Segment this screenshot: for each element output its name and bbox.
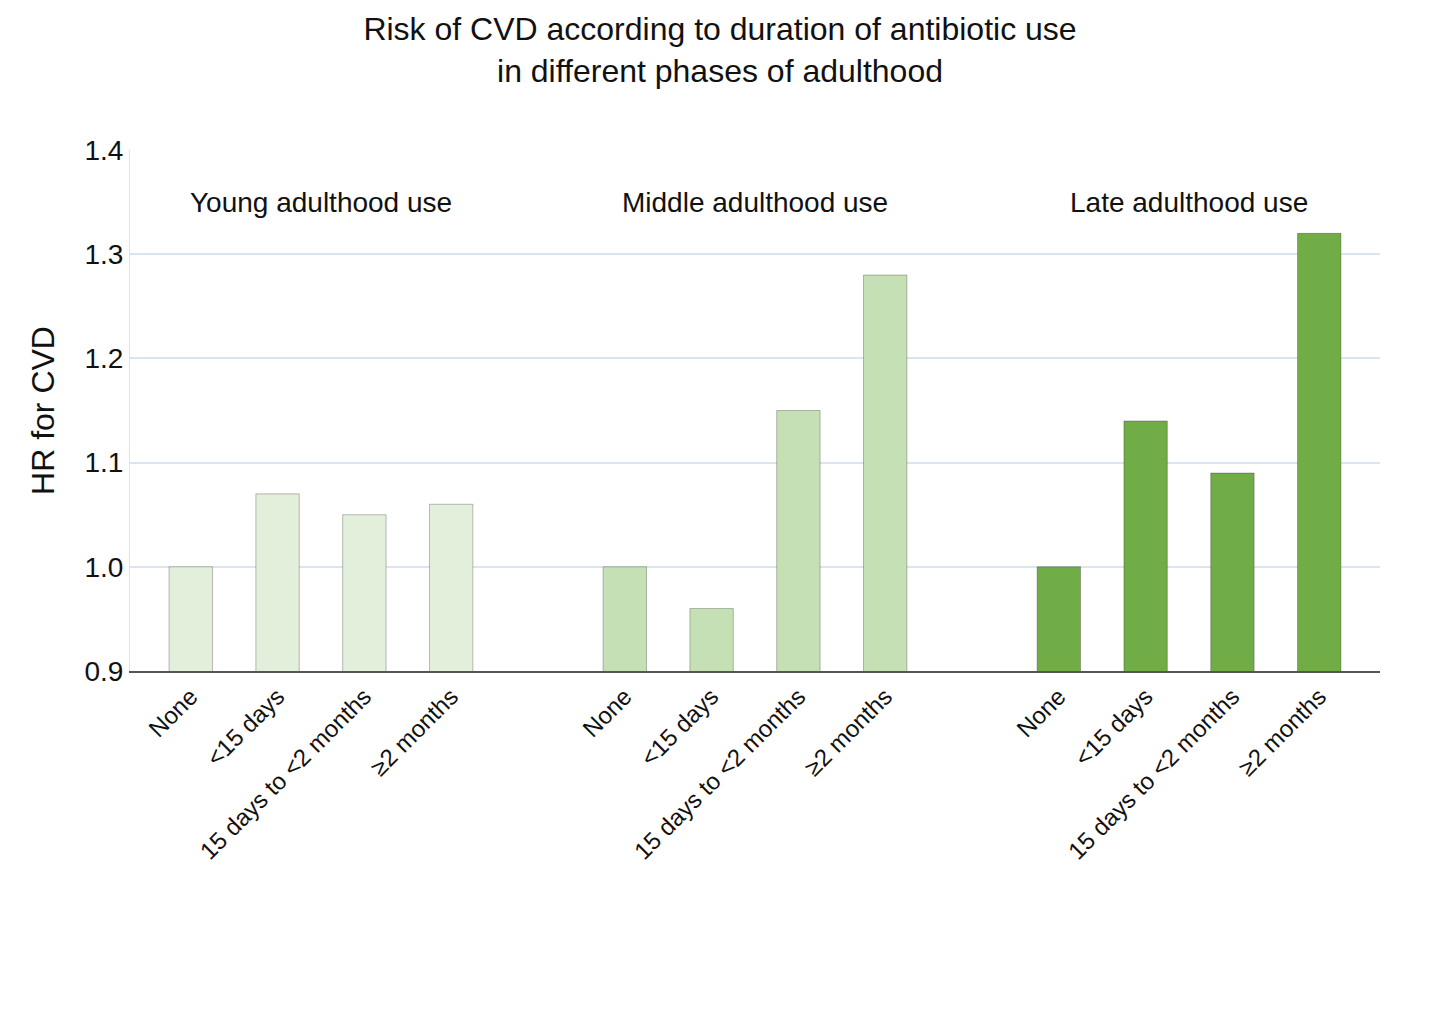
svg-text:≥2 months: ≥2 months: [365, 683, 463, 781]
svg-text:Late adulthood use: Late adulthood use: [1070, 187, 1308, 218]
svg-text:1.1: 1.1: [84, 447, 123, 478]
svg-text:None: None: [577, 683, 637, 743]
svg-text:None: None: [1011, 683, 1071, 743]
svg-text:<15 days: <15 days: [201, 683, 289, 771]
svg-text:None: None: [143, 683, 203, 743]
svg-text:Risk of CVD according to durat: Risk of CVD according to duration of ant…: [363, 11, 1076, 89]
svg-text:≥2 months: ≥2 months: [1233, 683, 1331, 781]
svg-text:Young adulthood use: Young adulthood use: [190, 187, 452, 218]
svg-text:15 days to <2 months: 15 days to <2 months: [629, 683, 811, 865]
svg-text:<15 days: <15 days: [635, 683, 723, 771]
svg-text:Middle adulthood use: Middle adulthood use: [622, 187, 888, 218]
svg-text:1.3: 1.3: [84, 239, 123, 270]
svg-text:HR for CVD: HR for CVD: [25, 326, 61, 495]
svg-text:1.0: 1.0: [84, 552, 123, 583]
svg-text:1.4: 1.4: [84, 135, 123, 166]
svg-text:15 days to <2 months: 15 days to <2 months: [1063, 683, 1245, 865]
svg-text:0.9: 0.9: [84, 656, 123, 687]
svg-text:≥2 months: ≥2 months: [799, 683, 897, 781]
svg-text:15 days to <2 months: 15 days to <2 months: [195, 683, 377, 865]
svg-text:<15 days: <15 days: [1069, 683, 1157, 771]
svg-text:1.2: 1.2: [84, 343, 123, 374]
